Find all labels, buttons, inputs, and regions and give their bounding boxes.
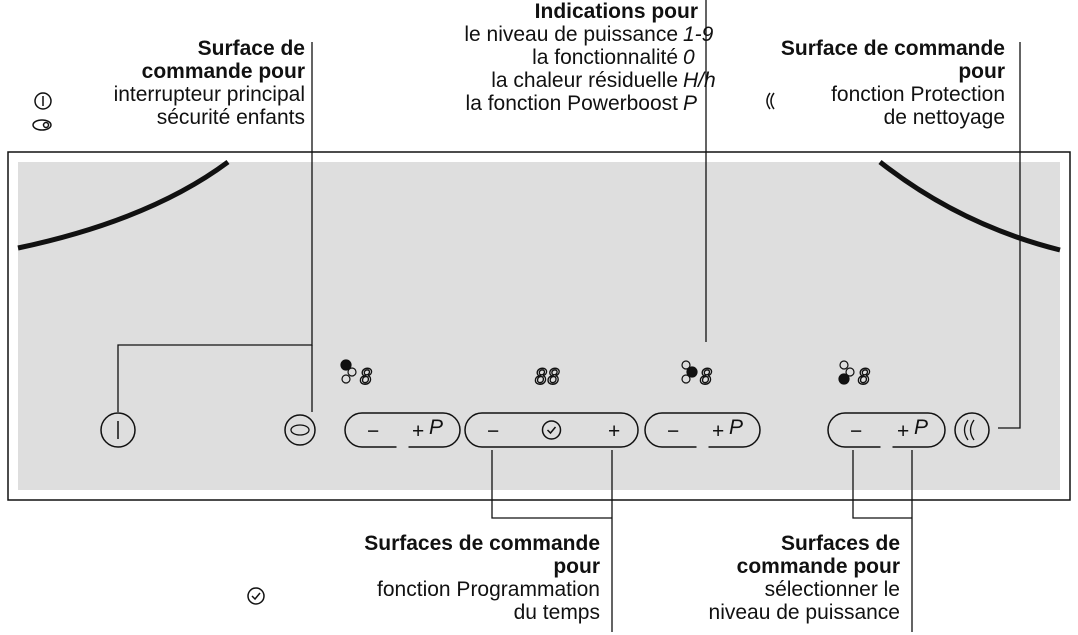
indicator-dot [340, 359, 352, 371]
callout-title: commande pour [737, 555, 900, 578]
minus-button[interactable]: − [367, 420, 379, 443]
minus-button[interactable]: − [487, 420, 499, 443]
power-button[interactable] [100, 412, 136, 448]
lock-symbol [290, 424, 310, 436]
panel-surface [18, 162, 1060, 490]
minus-button[interactable]: − [850, 420, 862, 443]
indicator-dot [686, 366, 698, 378]
callout-title: pour [553, 555, 600, 578]
callout-line: la chaleur résiduelle [491, 69, 678, 92]
indicator-dot [839, 360, 849, 370]
callout-title: Surfaces de commande [364, 532, 600, 555]
clean-button[interactable] [954, 412, 990, 448]
lock-button[interactable] [284, 414, 316, 446]
callout-title: Surface de [198, 37, 305, 60]
timer-button[interactable] [541, 420, 562, 440]
callout-line: le niveau de puissance [464, 23, 678, 46]
icons [32, 92, 775, 605]
callout-title: Indications pour [535, 0, 698, 23]
display: 88 [535, 365, 560, 389]
callout-line: fonction Programmation [377, 578, 600, 601]
callout-title: pour [958, 60, 1005, 83]
boost-label: P [429, 416, 443, 439]
indicator-dot [341, 374, 351, 384]
display-symbol: 1-9 [683, 23, 714, 46]
boost-label: P [729, 416, 743, 439]
plus-button[interactable]: + [712, 420, 724, 443]
timer-hand [546, 426, 557, 435]
callout-line: sélectionner le [765, 578, 900, 601]
indicator-dot [681, 360, 691, 370]
display: 8 [858, 365, 871, 389]
plus-button[interactable]: + [897, 420, 909, 443]
callout-title: Surface de commande [781, 37, 1005, 60]
button-group [464, 412, 639, 448]
clean-symbol [963, 419, 975, 441]
control-panel: − + P − + − + P − + P8 88 8 8 [100, 359, 990, 449]
indicator-dot [838, 373, 850, 385]
display: 8 [700, 365, 713, 389]
callout-title: commande pour [142, 60, 305, 83]
callout-line: sécurité enfants [157, 106, 305, 129]
callout-line: fonction Protection [831, 83, 1005, 106]
cooking-zone [17, 159, 230, 251]
minus-button[interactable]: − [667, 420, 679, 443]
callout-line: la fonctionnalité [532, 46, 678, 69]
boost-label: P [914, 416, 928, 439]
plus-button[interactable]: + [608, 420, 620, 443]
indicator-dot [681, 374, 691, 384]
plus-button[interactable]: + [412, 420, 424, 443]
display: 8 [360, 365, 373, 389]
display-symbol: P [683, 92, 697, 115]
cooking-zone [878, 160, 1061, 253]
callout-line: la fonction Powerboost [466, 92, 679, 115]
indicator-dot [845, 367, 855, 377]
callout-line: du temps [514, 601, 600, 624]
callout-line: interrupteur principal [114, 83, 305, 106]
leader-lines [117, 0, 1021, 632]
callout-title: Surfaces de [781, 532, 900, 555]
display-symbol: 0 [683, 46, 695, 69]
display-symbol: H/h [683, 69, 716, 92]
callout-line: de nettoyage [884, 106, 1005, 129]
indicator-dot [347, 367, 357, 377]
callout-line: niveau de puissance [709, 601, 900, 624]
